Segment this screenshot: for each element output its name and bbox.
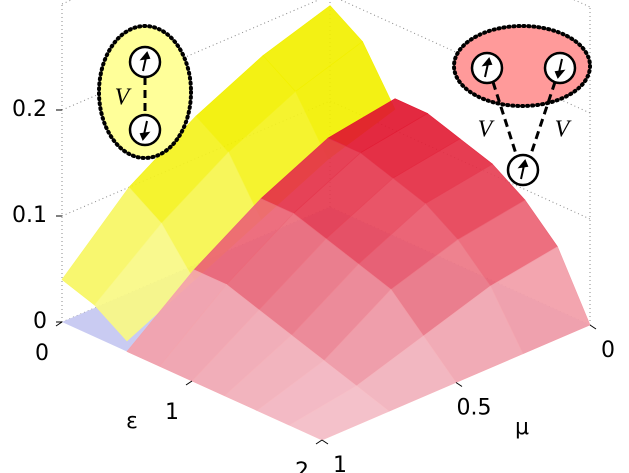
y-tick-label: 0.5 xyxy=(457,396,492,421)
x-tick-label: 2 xyxy=(295,459,309,473)
x-axis-label: ε xyxy=(126,409,138,434)
z-tick-label: 0 xyxy=(33,309,47,334)
x-tick-label: 0 xyxy=(35,341,49,366)
y-tick-label: 1 xyxy=(333,453,347,473)
inset-label: V xyxy=(478,117,495,143)
inset-label: V xyxy=(115,85,132,111)
tick-mark xyxy=(322,440,328,444)
inset-label: V xyxy=(555,117,572,143)
box-edge xyxy=(62,0,330,4)
tick-mark xyxy=(56,322,62,326)
z-tick-label: 0.1 xyxy=(12,203,47,228)
z-tick-label: 0.2 xyxy=(12,97,47,122)
inset-left: V xyxy=(99,26,191,158)
chart: V V V ε μ 0 0.1 0.2 0 1 2 0 0.5 1 xyxy=(0,0,629,473)
box-edge xyxy=(330,0,590,7)
y-tick-label: 0 xyxy=(601,338,615,363)
tick-mark xyxy=(456,383,462,387)
tick-mark xyxy=(316,440,322,444)
y-axis-label: μ xyxy=(515,415,529,440)
tick-mark xyxy=(186,381,192,385)
x-tick-label: 1 xyxy=(165,400,179,425)
tick-mark xyxy=(590,325,596,329)
